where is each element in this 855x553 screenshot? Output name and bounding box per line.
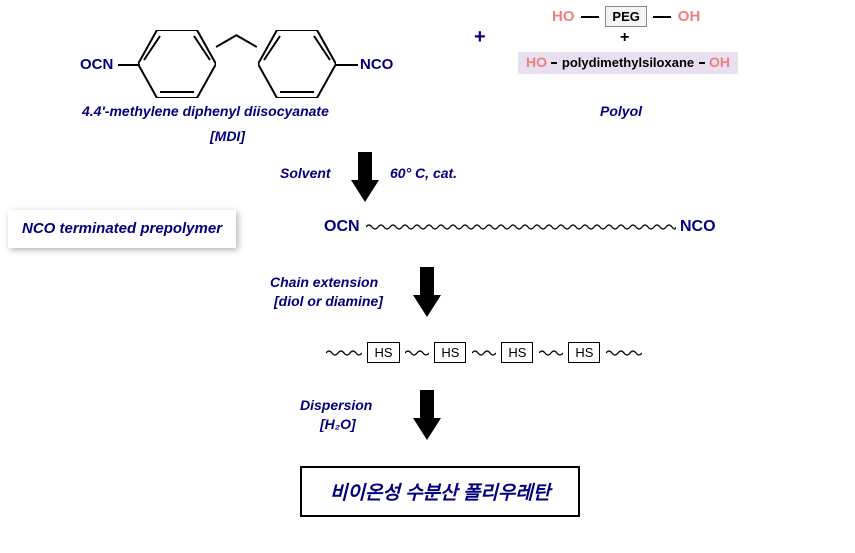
pdms-label: polydimethylsiloxane	[562, 55, 694, 70]
arrow-stem-3	[420, 390, 434, 420]
mdi-structure: OCN NCO	[80, 16, 420, 96]
prepolymer-wavy-line	[366, 222, 676, 232]
hs-box-1: HS	[367, 342, 399, 363]
hs-box-2: HS	[434, 342, 466, 363]
final-product-label: 비이온성 수분산 폴리우레탄	[330, 483, 550, 504]
arrow-head-2	[413, 295, 441, 317]
oh-label: OH	[678, 8, 701, 25]
prepolymer-box: NCO terminated prepolymer	[8, 210, 236, 248]
prepolymer-ocn: OCN	[324, 218, 360, 236]
bond-line	[118, 64, 140, 66]
ho-label-2: HO	[526, 54, 547, 70]
plus-sign-1: +	[474, 26, 486, 49]
step3-label-line2: [H₂O]	[320, 416, 356, 432]
pdms-row: HO polydimethylsiloxane OH	[518, 52, 738, 74]
step2-label-line1: Chain extension	[270, 274, 378, 290]
arrow-stem-1	[358, 152, 372, 182]
bond-line	[336, 64, 358, 66]
oh-label-2: OH	[709, 54, 730, 70]
nco-right-label: NCO	[360, 56, 393, 73]
step1-left-label: Solvent	[280, 165, 331, 181]
hs-box-4: HS	[568, 342, 600, 363]
peg-row: HO PEG OH	[552, 6, 700, 27]
final-product-box: 비이온성 수분산 폴리우레탄	[300, 466, 580, 517]
arrow-stem-2	[420, 267, 434, 297]
benzene-ring-left	[138, 30, 216, 98]
step2-label-line2: [diol or diamine]	[274, 293, 383, 309]
hs-chain: HS HS HS HS	[326, 342, 642, 363]
ho-label: HO	[552, 8, 575, 25]
peg-box: PEG	[605, 6, 646, 27]
bond-line	[236, 34, 258, 48]
prepolymer-box-label: NCO terminated prepolymer	[22, 220, 222, 237]
step1-right-label: 60° C, cat.	[390, 165, 457, 181]
arrow-head-1	[351, 180, 379, 202]
arrow-head-3	[413, 418, 441, 440]
ocn-left-label: OCN	[80, 56, 113, 73]
plus-sign-2: +	[620, 29, 629, 47]
step3-label-line1: Dispersion	[300, 397, 372, 413]
benzene-ring-right	[258, 30, 336, 98]
mdi-label-line2: [MDI]	[210, 128, 245, 144]
bond-line	[216, 34, 238, 48]
mdi-label-line1: 4.4'-methylene diphenyl diisocyanate	[82, 103, 329, 119]
hs-box-3: HS	[501, 342, 533, 363]
prepolymer-nco: NCO	[680, 218, 716, 236]
polyol-label: Polyol	[600, 103, 642, 119]
